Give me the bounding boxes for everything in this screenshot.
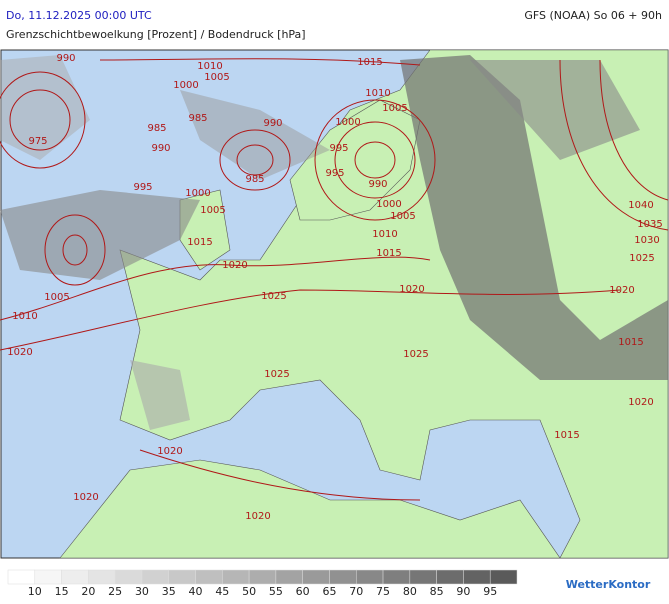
- isobar-label: 1020: [245, 511, 270, 522]
- legend-label: 35: [162, 585, 176, 598]
- isobar-label: 990: [56, 53, 75, 64]
- isobar-label: 985: [188, 113, 207, 124]
- legend-label: 75: [376, 585, 390, 598]
- legend: 10 15 20 25 30 35 40 45 50 55 60 65 70 75 80 85 90 95: [7, 569, 518, 598]
- legend-swatch: [275, 569, 303, 585]
- isobar-label: 990: [368, 179, 387, 190]
- legend-swatch: [88, 569, 116, 585]
- legend-label: 80: [403, 585, 417, 598]
- isobar-label: 1015: [376, 248, 401, 259]
- legend-swatch: [302, 569, 330, 585]
- isobar-label: 985: [245, 174, 264, 185]
- isobar-label: 1005: [44, 292, 69, 303]
- legend-label: 60: [296, 585, 310, 598]
- isobar-label: 975: [28, 136, 47, 147]
- isobar-label: 990: [151, 143, 170, 154]
- isobar-label: 995: [325, 168, 344, 179]
- isobar-label: 1020: [157, 446, 182, 457]
- isobar-label: 1000: [185, 188, 210, 199]
- datetime: Do, 11.12.2025 00:00 UTC: [6, 9, 152, 22]
- legend-swatch: [356, 569, 384, 585]
- isobar-label: 1020: [399, 284, 424, 295]
- legend-label: 90: [456, 585, 470, 598]
- isobar-label: 1020: [628, 397, 653, 408]
- legend-swatch: [168, 569, 196, 585]
- isobar-label: 1035: [637, 219, 662, 230]
- legend-label: 70: [349, 585, 363, 598]
- legend-swatch: [34, 569, 62, 585]
- legend-label: 95: [483, 585, 497, 598]
- isobar-label: 995: [133, 182, 152, 193]
- isobar-label: 1020: [609, 285, 634, 296]
- isobar-label: 995: [329, 143, 348, 154]
- legend-swatch: [7, 569, 36, 585]
- isobar-label: 1010: [365, 88, 390, 99]
- isobar-label: 1015: [357, 57, 382, 68]
- legend-swatch: [409, 569, 437, 585]
- isobar-label: 1030: [634, 235, 659, 246]
- model-run: GFS (NOAA) So 06 + 90h: [524, 9, 662, 22]
- isobar-label: 1015: [554, 430, 579, 441]
- legend-swatch: [114, 569, 143, 585]
- legend-label: 55: [269, 585, 283, 598]
- isobar-label: 1020: [7, 347, 32, 358]
- legend-label: 40: [189, 585, 203, 598]
- legend-label: 50: [242, 585, 256, 598]
- isobar-label: 1005: [204, 72, 229, 83]
- legend-label: 45: [215, 585, 229, 598]
- logo: WetterKontor: [566, 578, 651, 591]
- isobar-label: 1010: [12, 311, 37, 322]
- isobar-label: 1015: [618, 337, 643, 348]
- isobar-label: 1005: [200, 205, 225, 216]
- isobar-label: 1020: [73, 492, 98, 503]
- map: [0, 49, 669, 559]
- legend-swatch: [222, 569, 250, 585]
- legend-swatch: [489, 569, 518, 585]
- isobar-label: 1000: [335, 117, 360, 128]
- legend-label: 85: [430, 585, 444, 598]
- legend-swatch: [61, 569, 89, 585]
- legend-label: 65: [322, 585, 336, 598]
- legend-swatch: [382, 569, 411, 585]
- isobar-label: 990: [263, 118, 282, 129]
- isobar-label: 1000: [376, 199, 401, 210]
- legend-label: 20: [81, 585, 95, 598]
- isobar-label: 985: [147, 123, 166, 134]
- isobar-label: 1005: [382, 103, 407, 114]
- legend-label: 10: [28, 585, 42, 598]
- isobar-label: 1020: [222, 260, 247, 271]
- subtitle: Grenzschichtbewoelkung [Prozent] / Boden…: [6, 28, 306, 41]
- legend-label: 30: [135, 585, 149, 598]
- legend-swatch: [329, 569, 357, 585]
- legend-swatch: [463, 569, 491, 585]
- isobar-label: 1025: [403, 349, 428, 360]
- isobar-label: 1040: [628, 200, 653, 211]
- legend-swatch: [195, 569, 223, 585]
- isobar-label: 1005: [390, 211, 415, 222]
- isobar-label: 1010: [197, 61, 222, 72]
- isobar-label: 1025: [264, 369, 289, 380]
- isobar-label: 1000: [173, 80, 198, 91]
- isobar-label: 1025: [261, 291, 286, 302]
- legend-swatch: [248, 569, 277, 585]
- legend-swatch: [141, 569, 169, 585]
- isobar-label: 1025: [629, 253, 654, 264]
- legend-label: 15: [55, 585, 69, 598]
- legend-label: 25: [108, 585, 122, 598]
- isobar-label: 1015: [187, 237, 212, 248]
- isobar-label: 1010: [372, 229, 397, 240]
- legend-swatch: [436, 569, 464, 585]
